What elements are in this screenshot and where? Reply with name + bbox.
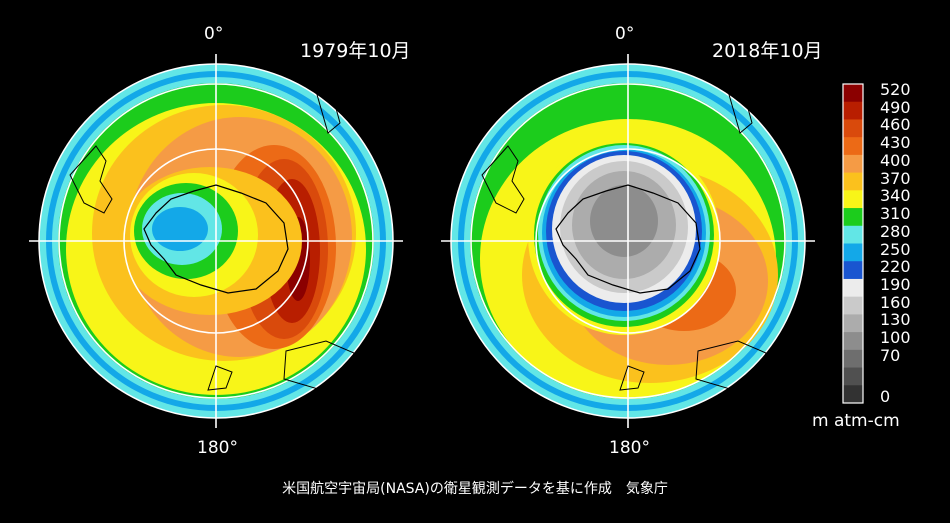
africa-coastline (727, 89, 753, 134)
ozone-band-100 (590, 185, 658, 257)
colorbar-swatch-310 (843, 208, 863, 227)
africa-coastline (315, 89, 341, 134)
map2-title: 2018年10月 (712, 40, 823, 62)
colorbar-unit: m atm-cm (812, 411, 900, 431)
colorbar-tick-490: 490 (880, 97, 911, 117)
colorbar-swatch-400 (843, 154, 863, 174)
south-america-coastline (481, 145, 525, 214)
south-america-coastline (69, 145, 113, 214)
colorbar-tick-70: 70 (880, 345, 901, 365)
colorbar-swatch-280 (843, 225, 863, 244)
colorbar-swatch-100 (843, 332, 863, 351)
polar-map-2 (441, 54, 815, 428)
colorbar-swatch-130 (843, 314, 863, 333)
colorbar-tick-340: 340 (880, 186, 911, 206)
colorbar-swatch-520 (843, 84, 863, 103)
colorbar-tick-400: 400 (880, 150, 911, 170)
antarctica-coastline (143, 184, 289, 294)
colorbar-tick-520: 520 (880, 80, 911, 99)
colorbar-swatch-370 (843, 172, 863, 191)
colorbar-tick-100: 100 (880, 328, 911, 348)
colorbar-tick-280: 280 (880, 221, 911, 241)
colorbar-tick-370: 370 (880, 168, 911, 188)
colorbar-frame (842, 83, 864, 404)
colorbar-tick-190: 190 (880, 274, 911, 294)
colorbar-tick-310: 310 (880, 204, 911, 224)
colorbar-tick-0: 0 (880, 387, 891, 406)
colorbar-swatch-340 (843, 190, 863, 209)
source-caption: 米国航空宇宙局(NASA)の衛星観測データを基に作成 気象庁 (282, 481, 668, 497)
colorbar-swatch-460 (843, 119, 863, 138)
colorbar-swatch-160 (843, 296, 863, 315)
colorbar-swatch-0 (843, 385, 863, 404)
colorbar (842, 83, 864, 404)
ozone-band-250 (152, 207, 208, 251)
colorbar-tick-130: 130 (880, 310, 911, 330)
australia-coastline (283, 340, 355, 390)
colorbar-tick-220: 220 (880, 257, 911, 277)
antarctica-coastline (555, 184, 701, 294)
new-zealand-coastline (619, 365, 645, 391)
colorbar-swatch-220 (843, 261, 863, 280)
map1-top-label: 0° (204, 24, 224, 44)
colorbar-tick-430: 430 (880, 133, 911, 153)
map1-bottom-label: 180° (197, 438, 238, 458)
colorbar-tick-250: 250 (880, 239, 911, 259)
colorbar-swatch-250 (843, 243, 863, 262)
colorbar-swatch-430 (843, 137, 863, 156)
australia-coastline (695, 340, 767, 390)
map1-title: 1979年10月 (300, 40, 411, 62)
polar-map-1 (29, 54, 403, 428)
map2-bottom-label: 180° (609, 438, 650, 458)
colorbar-swatch-blank (843, 367, 863, 386)
colorbar-tick-460: 460 (880, 115, 911, 135)
map2-top-label: 0° (615, 24, 635, 44)
colorbar-swatch-70 (843, 349, 863, 369)
colorbar-swatch-190 (843, 278, 863, 298)
colorbar-tick-160: 160 (880, 292, 911, 312)
new-zealand-coastline (207, 365, 233, 391)
colorbar-swatch-490 (843, 101, 863, 120)
